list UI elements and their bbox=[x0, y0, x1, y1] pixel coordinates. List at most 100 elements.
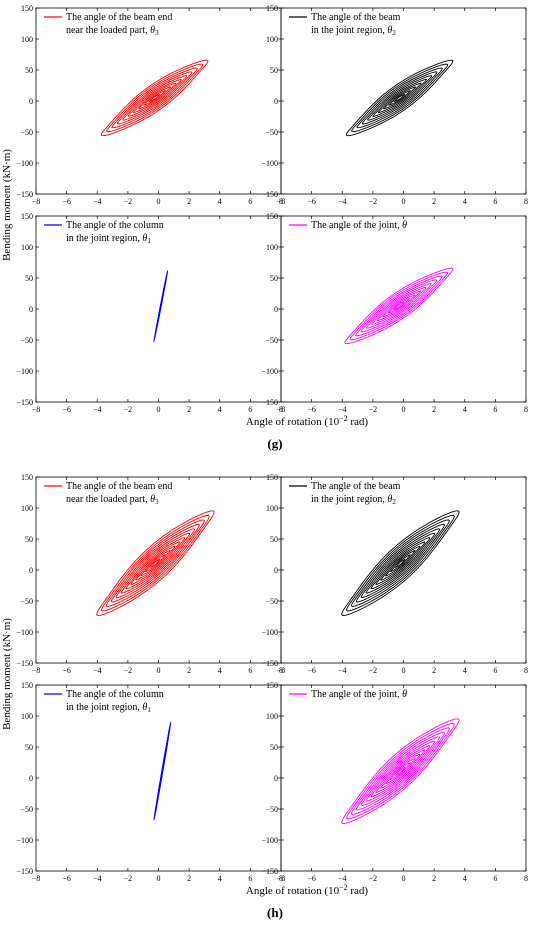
x-tick-label: −6 bbox=[307, 197, 316, 206]
y-tick-label: 50 bbox=[270, 66, 278, 75]
x-tick-label: −2 bbox=[369, 666, 378, 675]
x-tick-label: −8 bbox=[32, 197, 41, 206]
x-tick-label: −4 bbox=[338, 197, 347, 206]
loop-theta bbox=[360, 736, 441, 807]
y-tick-label: −100 bbox=[261, 159, 278, 168]
y-tick-label: −50 bbox=[265, 805, 278, 814]
y-tick-label: 0 bbox=[29, 97, 33, 106]
y-tick-label: 150 bbox=[21, 473, 33, 482]
x-tick-label: −6 bbox=[307, 874, 316, 883]
x-tick-label: 6 bbox=[493, 874, 497, 883]
x-axis-exponent: −2 bbox=[339, 883, 348, 892]
x-tick-label: −2 bbox=[124, 197, 133, 206]
x-tick-label: 4 bbox=[218, 874, 222, 883]
x-tick-label: −8 bbox=[277, 874, 286, 883]
x-tick-label: −6 bbox=[62, 197, 71, 206]
loop-theta bbox=[349, 271, 449, 341]
y-tick-label: 0 bbox=[274, 305, 278, 314]
y-tick-label: −50 bbox=[265, 336, 278, 345]
loop-theta bbox=[393, 301, 405, 310]
loop-theta3 bbox=[132, 82, 177, 114]
y-tick-label: −150 bbox=[16, 398, 33, 407]
x-tick-label: −4 bbox=[93, 405, 102, 414]
x-tick-label: 0 bbox=[402, 197, 406, 206]
loop-theta2 bbox=[361, 71, 438, 125]
x-tick-label: 2 bbox=[432, 197, 436, 206]
x-tick-label: 8 bbox=[524, 197, 528, 206]
x-tick-label: 2 bbox=[187, 197, 191, 206]
legend-line1: The angle of the beam end bbox=[66, 12, 172, 23]
legend-symbol: θ bbox=[142, 702, 147, 713]
x-tick-label: 6 bbox=[248, 874, 252, 883]
x-tick-label: 8 bbox=[524, 405, 528, 414]
x-tick-label: 6 bbox=[493, 405, 497, 414]
legend-symbol: θ bbox=[150, 25, 155, 36]
series-theta bbox=[341, 718, 460, 824]
loop-theta bbox=[350, 727, 450, 815]
loop-theta1 bbox=[153, 721, 172, 821]
loop-theta bbox=[355, 731, 446, 811]
x-tick-label: 4 bbox=[463, 197, 467, 206]
x-tick-label: 2 bbox=[432, 405, 436, 414]
legend-theta: The angle of the joint, θ bbox=[289, 220, 407, 231]
legend-line2: in the joint region, θ1 bbox=[66, 233, 151, 245]
x-tick-label: −6 bbox=[62, 666, 71, 675]
series-theta2 bbox=[345, 59, 454, 137]
legend-line2: in the joint region, θ2 bbox=[311, 25, 396, 37]
loop-theta2 bbox=[375, 541, 426, 585]
y-tick-label: 150 bbox=[21, 212, 33, 221]
legend-line1: The angle of the joint, θ bbox=[311, 220, 407, 231]
loop-theta bbox=[344, 267, 454, 345]
series-theta3 bbox=[100, 59, 209, 137]
x-tick-label: −4 bbox=[338, 405, 347, 414]
y-tick-label: 50 bbox=[270, 535, 278, 544]
legend-symbol: θ bbox=[142, 233, 147, 244]
loop-theta2 bbox=[351, 63, 449, 133]
loop-theta bbox=[345, 722, 455, 820]
x-axis-exponent: −2 bbox=[339, 414, 348, 423]
loop-theta bbox=[384, 758, 416, 785]
legend-line1: The angle of the column bbox=[66, 220, 164, 231]
loop-theta2 bbox=[360, 528, 441, 599]
legend-line2: in the joint region, θ2 bbox=[311, 494, 396, 506]
legend-subscript: 2 bbox=[392, 498, 396, 506]
x-tick-label: 2 bbox=[432, 666, 436, 675]
x-tick-label: 8 bbox=[279, 197, 283, 206]
loop-theta3 bbox=[143, 90, 167, 106]
legend-line2: near the loaded part, θ3 bbox=[66, 494, 159, 506]
x-tick-label: 0 bbox=[402, 405, 406, 414]
y-tick-label: 100 bbox=[21, 712, 33, 721]
legend-theta1: The angle of the column in the joint regi… bbox=[44, 220, 164, 245]
y-tick-label: −150 bbox=[16, 190, 33, 199]
y-tick-label: −100 bbox=[16, 367, 33, 376]
loop-theta3 bbox=[115, 528, 196, 599]
legend-symbol: θ bbox=[402, 220, 407, 231]
x-tick-label: −6 bbox=[62, 874, 71, 883]
x-tick-label: −2 bbox=[369, 874, 378, 883]
y-axis-label: Bending moment (kN·m) bbox=[1, 149, 13, 261]
loop-theta bbox=[365, 740, 436, 802]
y-tick-label: −100 bbox=[16, 159, 33, 168]
x-tick-label: −2 bbox=[369, 197, 378, 206]
y-tick-label: 50 bbox=[270, 274, 278, 283]
x-axis-label-tail: rad) bbox=[348, 885, 369, 897]
legend-symbol: θ bbox=[387, 25, 392, 36]
legend-symbol: θ bbox=[402, 689, 407, 700]
x-tick-label: −2 bbox=[124, 874, 133, 883]
loop-theta bbox=[370, 745, 431, 798]
loop-theta2 bbox=[341, 510, 460, 616]
loop-theta bbox=[365, 283, 432, 329]
x-tick-label: 2 bbox=[187, 666, 191, 675]
legend-theta1: The angle of the column in the joint regi… bbox=[44, 689, 164, 714]
y-tick-label: 0 bbox=[29, 305, 33, 314]
y-tick-label: 150 bbox=[21, 681, 33, 690]
loop-theta3 bbox=[100, 514, 210, 612]
loop-theta2 bbox=[355, 523, 446, 603]
y-tick-label: 100 bbox=[21, 504, 33, 513]
y-tick-label: −150 bbox=[261, 659, 278, 668]
loop-theta bbox=[355, 275, 443, 337]
x-tick-label: −6 bbox=[307, 405, 316, 414]
y-tick-label: −50 bbox=[20, 597, 33, 606]
